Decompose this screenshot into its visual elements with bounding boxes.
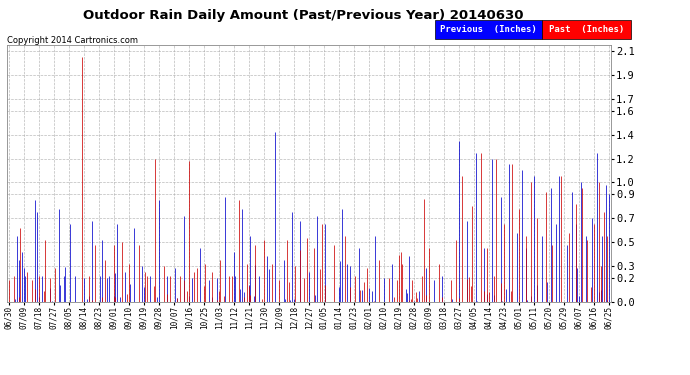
Text: Previous  (Inches): Previous (Inches) [440, 25, 537, 34]
Text: Copyright 2014 Cartronics.com: Copyright 2014 Cartronics.com [7, 36, 138, 45]
Text: Outdoor Rain Daily Amount (Past/Previous Year) 20140630: Outdoor Rain Daily Amount (Past/Previous… [83, 9, 524, 22]
Text: Past  (Inches): Past (Inches) [549, 25, 624, 34]
